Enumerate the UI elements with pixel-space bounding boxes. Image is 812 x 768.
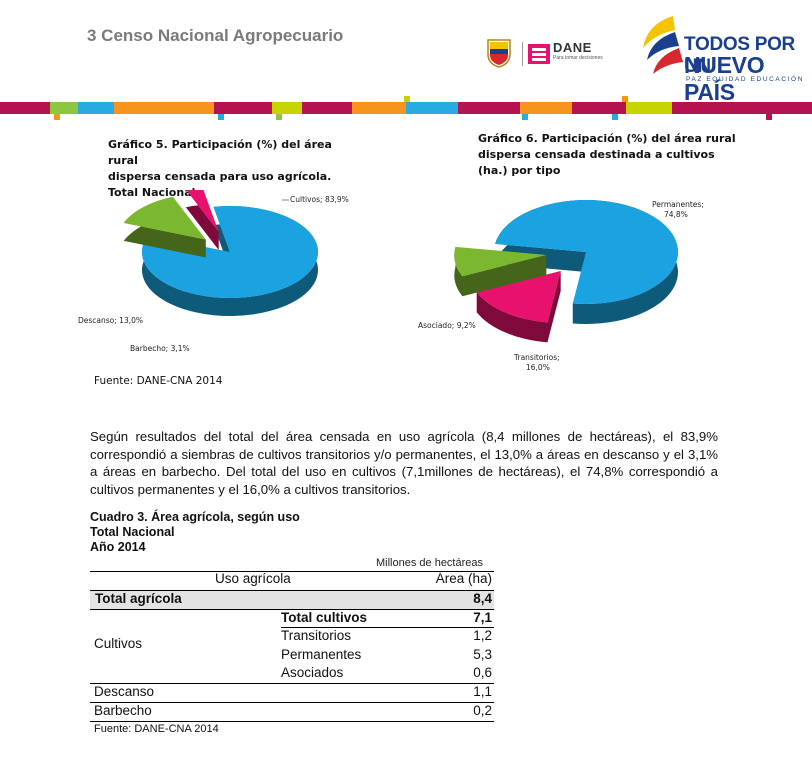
pie-slice-side bbox=[476, 270, 561, 343]
slogan-line1: TODOS POR UN bbox=[684, 34, 795, 77]
pie6-label-transitorios: Transitorios; bbox=[513, 353, 560, 362]
barbecho-label: Barbecho bbox=[94, 703, 152, 718]
dane-logo-icon bbox=[522, 42, 550, 66]
permanentes-value: 5,3 bbox=[473, 647, 492, 662]
pie5-label-barbecho: Barbecho; 3,1% bbox=[130, 344, 190, 353]
slogan-line2: NUEVO PAÍS bbox=[684, 52, 765, 105]
table-title-line: Total Nacional bbox=[90, 525, 175, 539]
asociados-label: Asociados bbox=[281, 665, 344, 680]
table-title-line: Cuadro 3. Área agrícola, según uso bbox=[90, 510, 300, 524]
table-rule bbox=[90, 609, 494, 610]
chart6-title-line: dispersa censada destinada a cultivos bbox=[478, 148, 715, 161]
table-rule bbox=[90, 590, 494, 591]
nuevo-pais-logo-icon bbox=[643, 16, 683, 74]
chart5-title-line: dispersa censada para uso agrícola. bbox=[108, 170, 332, 183]
pie6-label-permanentes: Permanentes; bbox=[652, 200, 704, 209]
pie-slice-side bbox=[454, 246, 547, 297]
chart6-title-line: Gráfico 6. Participación (%) del área ru… bbox=[478, 132, 736, 145]
dane-tagline: Para tomar decisiones bbox=[553, 55, 603, 61]
header-area: Área (ha) bbox=[435, 571, 492, 586]
barbecho-value: 0,2 bbox=[473, 703, 492, 718]
slogan-sub: PAZ EQUIDAD EDUCACIÓN bbox=[686, 76, 804, 83]
color-stripe-divider bbox=[0, 96, 812, 120]
pie5-label-cultivos: Cultivos; 83,9% bbox=[290, 195, 349, 204]
cultivos-label: Cultivos bbox=[94, 636, 143, 651]
table-rule bbox=[90, 721, 494, 722]
transitorios-label: Transitorios bbox=[281, 628, 352, 643]
table-rule bbox=[281, 627, 494, 628]
total-agricola-value: 8,4 bbox=[473, 591, 492, 606]
transitorios-value: 1,2 bbox=[473, 628, 492, 643]
total-row-shade bbox=[90, 591, 494, 609]
pie-slice-permanentes bbox=[495, 200, 678, 304]
dane-label: DANE bbox=[553, 40, 592, 55]
pie-slice-cultivos bbox=[142, 206, 318, 298]
table-source: Fuente: DANE-CNA 2014 bbox=[94, 723, 219, 735]
chart5-pie: Cultivos; 83,9% Descanso; 13,0% Barbecho… bbox=[78, 190, 349, 353]
pie6-value-permanentes: 74,8% bbox=[664, 210, 688, 219]
pie-slice-barbecho bbox=[186, 190, 219, 232]
table-title: Cuadro 3. Área agrícola, según uso Total… bbox=[90, 510, 300, 555]
pie6-value-transitorios: 16,0% bbox=[526, 363, 550, 372]
asociados-value: 0,6 bbox=[473, 665, 492, 680]
page-title: 3 Censo Nacional Agropecuario bbox=[87, 26, 344, 45]
table-title-line: Año 2014 bbox=[90, 540, 146, 554]
pie-slice-descanso bbox=[123, 196, 206, 240]
pie6-label-asociados: Asociado; 9,2% bbox=[418, 321, 476, 330]
table-rule bbox=[90, 683, 494, 684]
chart5-title-line: Total Nacional bbox=[108, 186, 196, 199]
total-agricola-label: Total agrícola bbox=[95, 591, 182, 606]
pie-slice-asociados bbox=[454, 246, 547, 277]
header-logos: DANE Para tomar decisiones TODOS POR UN … bbox=[480, 14, 810, 105]
table-rule bbox=[90, 702, 494, 703]
header-uso: Uso agrícola bbox=[215, 571, 291, 586]
permanentes-label: Permanentes bbox=[281, 647, 362, 662]
pie-slice-transitorios bbox=[476, 270, 561, 323]
summary-paragraph: Según resultados del total del área cens… bbox=[90, 429, 718, 497]
pie5-label-descanso: Descanso; 13,0% bbox=[78, 316, 143, 325]
colombia-seal-icon bbox=[487, 39, 511, 68]
total-cultivos-value: 7,1 bbox=[473, 610, 492, 625]
table-rule bbox=[90, 571, 494, 572]
descanso-value: 1,1 bbox=[473, 684, 492, 699]
chart5-title-line: Gráfico 5. Participación (%) del área ru… bbox=[108, 138, 332, 167]
chart-source: Fuente: DANE-CNA 2014 bbox=[94, 375, 223, 387]
descanso-label: Descanso bbox=[94, 684, 155, 699]
chart6-pie: Permanentes; 74,8% Transitorios; 16,0% A… bbox=[418, 200, 704, 372]
pie-slice-side bbox=[185, 190, 219, 250]
chart6-title: Gráfico 6. Participación (%) del área ru… bbox=[478, 131, 738, 179]
chart6-title-line: (ha.) por tipo bbox=[478, 164, 561, 177]
chart5-title: Gráfico 5. Participación (%) del área ru… bbox=[108, 137, 358, 201]
total-cultivos-label: Total cultivos bbox=[281, 610, 368, 625]
table-units: Millones de hectáreas bbox=[376, 557, 484, 569]
